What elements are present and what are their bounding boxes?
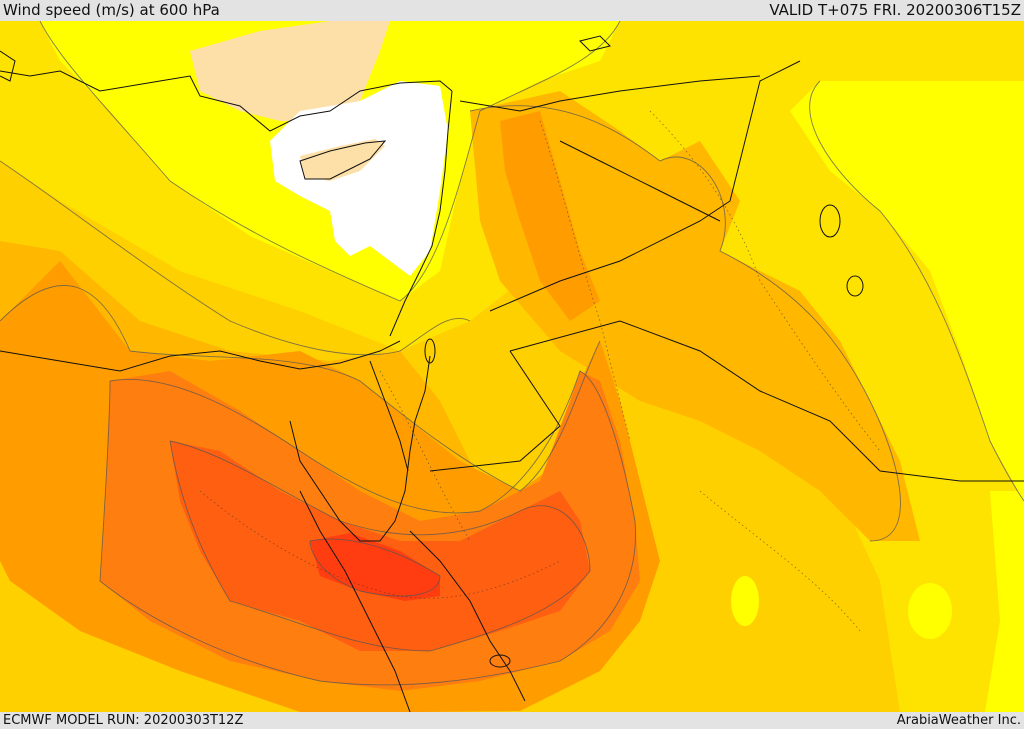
field-yellow-east bbox=[790, 81, 1024, 501]
field-orange-rift bbox=[500, 111, 600, 321]
coastline-north-med bbox=[0, 70, 453, 132]
border-iraq-saudi bbox=[879, 470, 1024, 482]
border-jordan-saudi bbox=[429, 350, 561, 472]
header-bar: Wind speed (m/s) at 600 hPa VALID T+075 … bbox=[0, 0, 1024, 21]
field-white-med bbox=[270, 81, 448, 276]
model-run-label: ECMWF MODEL RUN: 20200303T12Z bbox=[3, 713, 244, 728]
field-light-north bbox=[190, 21, 390, 121]
coastlines-borders bbox=[0, 60, 1024, 712]
border-egypt-israel bbox=[369, 360, 409, 472]
footer-bar: ECMWF MODEL RUN: 20200303T12Z ArabiaWeat… bbox=[0, 712, 1024, 729]
field-orange-light-east bbox=[470, 91, 920, 541]
coastline-egypt-north bbox=[0, 340, 401, 372]
valid-time-label: VALID T+075 FRI. 20200306T15Z bbox=[769, 1, 1021, 19]
credit-label: ArabiaWeather Inc. bbox=[896, 713, 1021, 728]
river-euphrates bbox=[559, 140, 721, 222]
dotted-contours bbox=[199, 110, 881, 632]
coastline-gulf-suez bbox=[289, 355, 431, 542]
map-canvas[interactable] bbox=[0, 21, 1024, 712]
cyprus-island bbox=[299, 140, 387, 180]
wind-speed-map bbox=[0, 21, 1024, 712]
border-turkey-syria bbox=[459, 75, 761, 112]
contour-lines bbox=[0, 21, 1024, 686]
coastline-red-sea-east bbox=[409, 530, 526, 702]
field-yellow-southeast bbox=[985, 491, 1024, 712]
coastline-levant bbox=[389, 90, 453, 337]
map-title: Wind speed (m/s) at 600 hPa bbox=[3, 1, 220, 19]
field-yellow-patch-2 bbox=[731, 576, 759, 626]
field-red-max bbox=[310, 533, 440, 601]
border-syria-iraq bbox=[489, 60, 801, 312]
coastline-red-sea-west bbox=[299, 490, 411, 712]
border-jordan-iraq bbox=[509, 320, 881, 472]
lakes-islands bbox=[0, 35, 864, 668]
field-yellow-patch-1 bbox=[908, 583, 952, 639]
